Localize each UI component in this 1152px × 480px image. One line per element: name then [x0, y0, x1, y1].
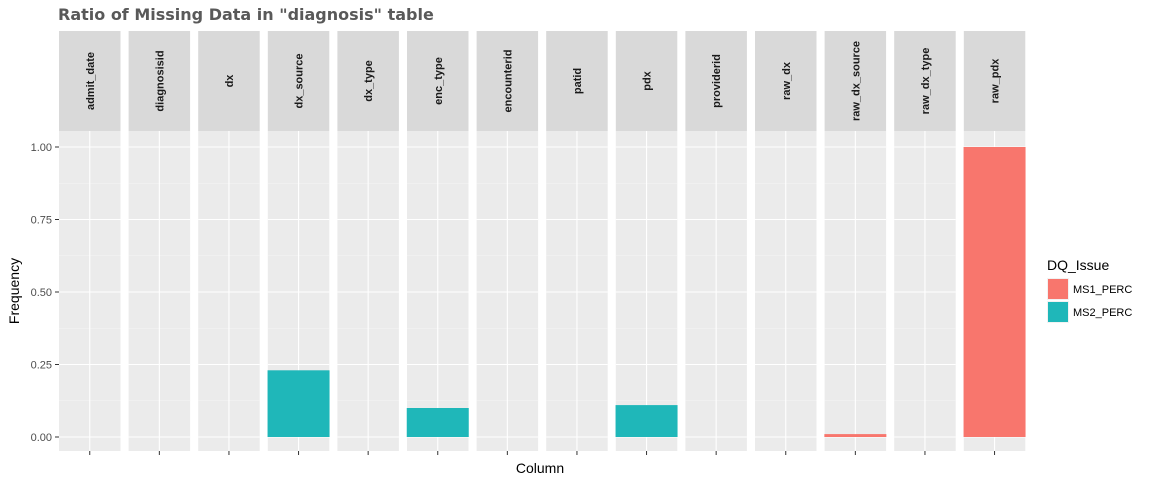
bar — [615, 405, 678, 437]
facet-strip — [337, 31, 399, 131]
facet-strip — [128, 31, 191, 131]
facet-strip-label: raw_dx — [781, 61, 793, 100]
facet-strip-label: raw_pdx — [990, 58, 1002, 104]
facet-strip — [546, 31, 608, 131]
facet-strip-label: dx — [224, 74, 236, 88]
facet-strip — [824, 31, 887, 131]
y-axis-title: Frequency — [6, 258, 22, 324]
legend-label: MS2_PERC — [1073, 307, 1132, 319]
y-axis: 0.00 0.25 0.50 0.75 1.00 — [31, 142, 59, 444]
facet-strip-label: pdx — [642, 70, 654, 90]
facet-strip-label: encounterid — [502, 50, 514, 113]
facet-strip — [198, 31, 260, 131]
legend: DQ_Issue MS1_PERC MS2_PERC — [1047, 257, 1132, 323]
bar — [406, 408, 469, 437]
facet-strip-label: dx_type — [363, 60, 375, 102]
chart-title: Ratio of Missing Data in "diagnosis" tab… — [58, 5, 434, 24]
x-axis-ticks — [89, 451, 996, 455]
facet-strip — [407, 31, 469, 131]
facet-strip-label: diagnosisid — [154, 50, 166, 111]
facet-strip-label: raw_dx_type — [920, 48, 932, 115]
y-tick-label: 0.50 — [31, 287, 52, 299]
facet-strip — [476, 31, 539, 131]
bar — [963, 147, 1026, 437]
bar — [267, 370, 330, 437]
legend-label: MS1_PERC — [1073, 284, 1132, 296]
facet-strip-label: admit_date — [85, 52, 97, 110]
legend-swatch — [1048, 279, 1068, 299]
facet-strip-label: raw_dx_source — [850, 41, 862, 121]
y-tick-label: 0.75 — [31, 215, 52, 227]
facet-strip-label: enc_type — [433, 57, 445, 105]
legend-swatch — [1048, 302, 1068, 322]
y-tick-label: 1.00 — [31, 142, 52, 154]
facet-panels: admit_date diagnosisid dx dx_source dx_type e… — [59, 31, 1026, 451]
y-tick-label: 0.00 — [31, 432, 52, 444]
legend-title: DQ_Issue — [1047, 257, 1109, 273]
facet-strip-label: patid — [572, 68, 584, 94]
facet-strip — [267, 31, 330, 131]
facet-strip — [685, 31, 747, 131]
facet-strip — [963, 31, 1026, 131]
facet-strip-label: providerid — [711, 54, 723, 108]
x-axis-title: Column — [516, 460, 564, 476]
facet-strip — [59, 31, 121, 131]
y-tick-label: 0.25 — [31, 360, 52, 372]
facet-strip-label: dx_source — [294, 53, 306, 108]
bar — [824, 434, 887, 437]
facet-strip — [894, 31, 956, 131]
facet-strip — [615, 31, 678, 131]
facet-strip — [755, 31, 817, 131]
